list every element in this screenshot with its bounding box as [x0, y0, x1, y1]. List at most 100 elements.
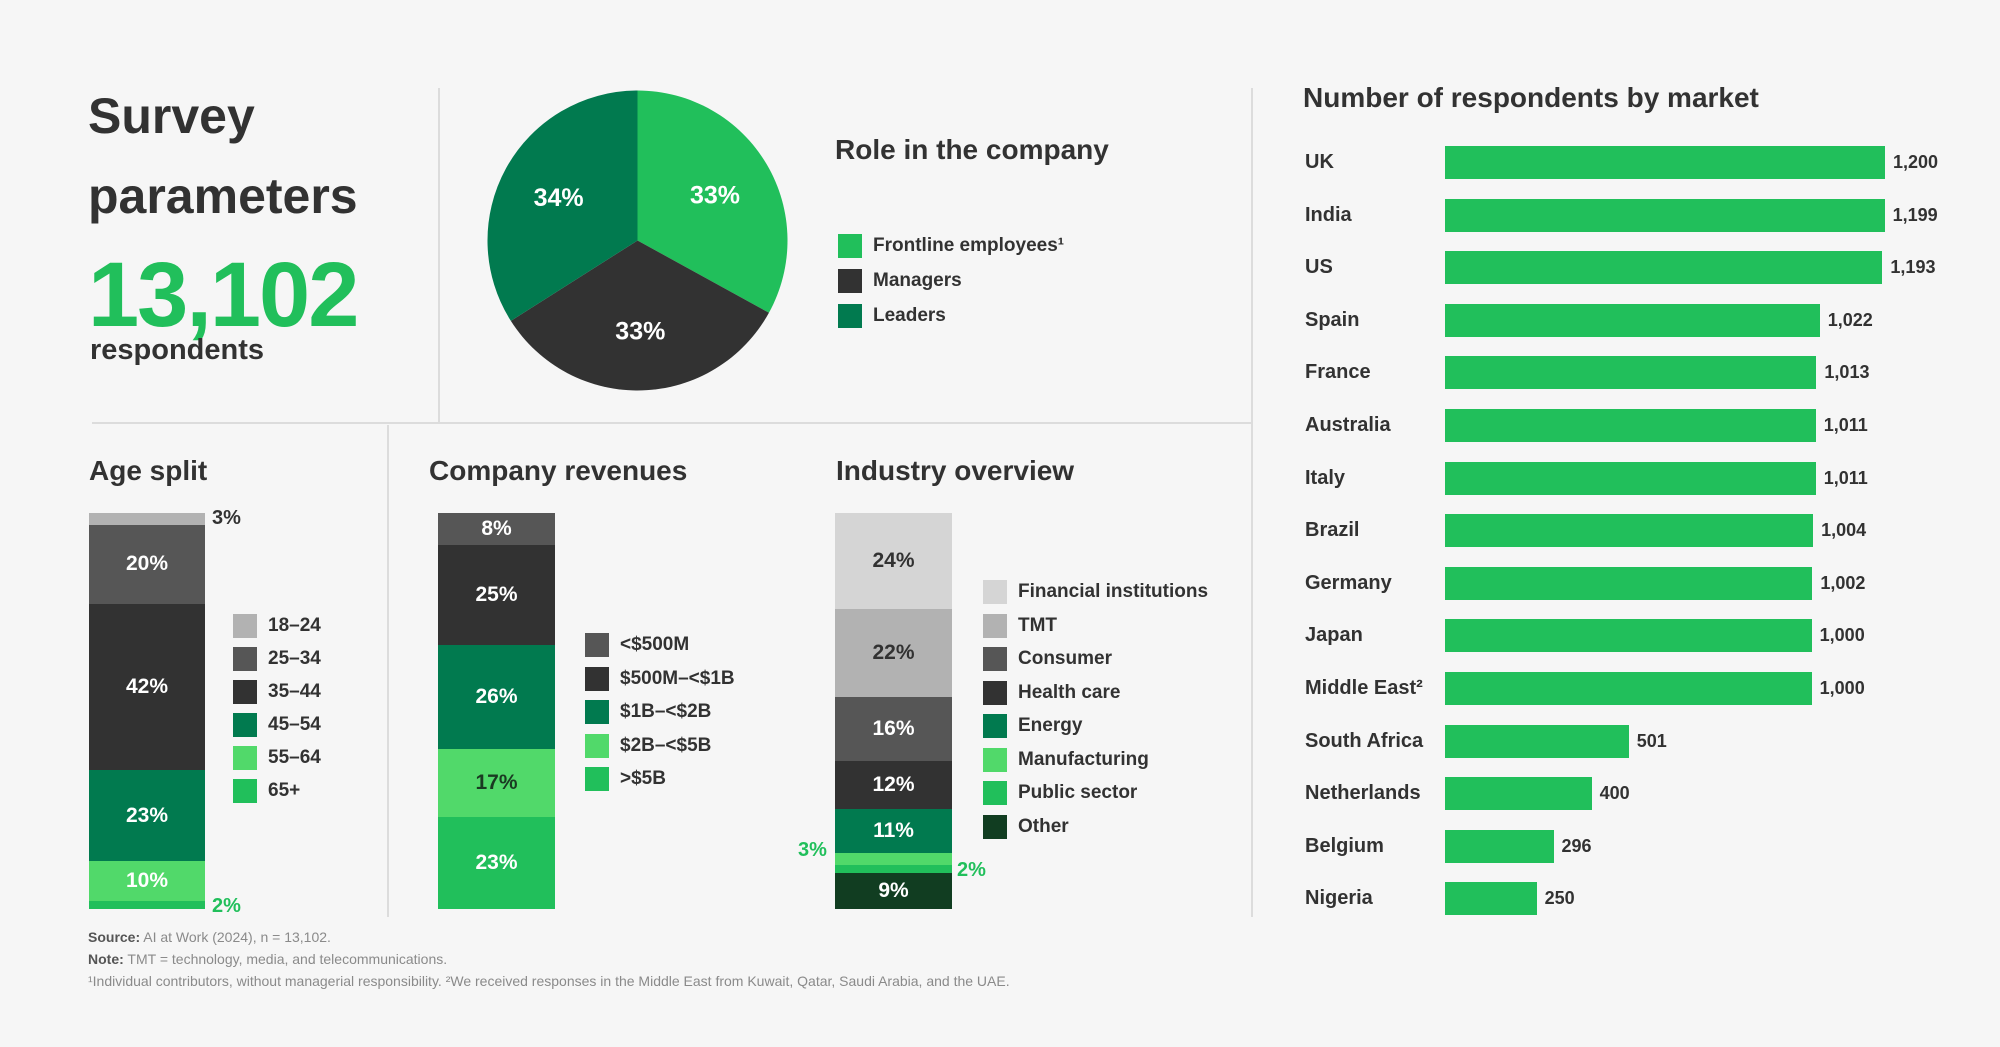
- market-name: Nigeria: [1305, 887, 1373, 910]
- bar-label-55-64: 10%: [125, 869, 169, 893]
- bar-segment-45-54: 23%: [89, 770, 205, 862]
- bar-segment-55-64: 10%: [89, 861, 205, 902]
- market-row-middle-east: Middle East² 1,000: [1305, 672, 1955, 705]
- legend-swatch: [585, 700, 609, 724]
- bar-segment-tmt: 22%: [835, 609, 952, 697]
- bar-label-manufacturing: 3%: [798, 839, 827, 861]
- bar-segment-2b-5b: 17%: [438, 749, 555, 817]
- legend-swatch: [585, 666, 609, 691]
- legend-label: Leaders: [873, 305, 946, 326]
- legend-swatch: [983, 781, 1007, 805]
- legend-label: 45–54: [268, 714, 321, 735]
- market-bar: [1445, 514, 1814, 548]
- bar-label-other: 9%: [878, 879, 909, 902]
- legend-item-500m: <$500M: [585, 633, 689, 657]
- bar-label-public-sector: 2%: [957, 859, 986, 881]
- legend-label: Other: [1018, 815, 1069, 837]
- market-value: 250: [1544, 888, 1575, 909]
- footnotes: Source: AI at Work (2024), n = 13,102. N…: [88, 926, 1010, 992]
- role-title: Role in the company: [835, 134, 1109, 165]
- legend-label: Public sector: [1018, 782, 1138, 803]
- footnote-line: ¹Individual contributors, without manage…: [88, 973, 1010, 989]
- legend-item-tmt: TMT: [983, 613, 1058, 638]
- market-name: Netherlands: [1305, 782, 1421, 805]
- market-value: 1,002: [1820, 572, 1866, 593]
- market-name: France: [1305, 361, 1371, 384]
- market-name: Italy: [1305, 466, 1346, 489]
- legend-label: 25–34: [268, 648, 321, 669]
- respondents-label: respondents: [90, 334, 265, 366]
- market-value: 296: [1561, 835, 1592, 856]
- market-bar: [1445, 672, 1812, 705]
- bar-label-health-care: 12%: [872, 773, 915, 796]
- market-bar: [1445, 882, 1537, 916]
- market-row-netherlands: Netherlands 400: [1305, 777, 1955, 811]
- market-row-germany: Germany 1,002: [1305, 566, 1955, 600]
- legend-swatch: [983, 613, 1007, 638]
- legend-item-5b: >$5B: [585, 767, 666, 791]
- legend-label: 65+: [268, 780, 301, 801]
- page-title: Survey parameters: [88, 88, 358, 224]
- bar-segment-other: 9%: [835, 873, 952, 909]
- legend-label: TMT: [1018, 614, 1058, 636]
- market-value: 1,004: [1821, 520, 1867, 541]
- legend-label: Manufacturing: [1018, 748, 1149, 770]
- legend-swatch: [233, 779, 257, 803]
- legend-swatch: [983, 647, 1007, 671]
- market-value: 1,193: [1890, 257, 1936, 278]
- market-name: UK: [1305, 151, 1334, 173]
- legend-item-manufacturing: Manufacturing: [983, 747, 1149, 772]
- legend-item-public-sector: Public sector: [983, 781, 1137, 805]
- market-bar: [1445, 777, 1592, 811]
- market-bar: [1445, 146, 1885, 179]
- bar-label-energy: 11%: [873, 819, 914, 842]
- legend-item-55-64: 55–64: [233, 746, 321, 770]
- market-value: 1,011: [1823, 467, 1868, 488]
- bar-label-2b-5b: 17%: [475, 771, 518, 794]
- bar-segment-35-44: 42%: [89, 604, 205, 771]
- legend-label: <$500M: [620, 634, 690, 655]
- market-row-belgium: Belgium 296: [1305, 829, 1955, 863]
- legend-item-35-44: 35–44: [233, 680, 321, 704]
- market-row-france: France 1,013: [1305, 356, 1955, 390]
- bar-segment-5b: 23%: [438, 817, 555, 909]
- bar-segment-manufacturing: [835, 853, 952, 865]
- legend-label: 55–64: [268, 747, 321, 768]
- market-value: 501: [1636, 730, 1667, 751]
- market-bar: [1445, 619, 1812, 653]
- market-row-australia: Australia 1,011: [1305, 409, 1955, 442]
- legend-label: $500M–<$1B: [620, 667, 735, 689]
- note-line: Note: TMT = technology, media, and telec…: [88, 951, 448, 967]
- divider-age-revenue: [387, 425, 389, 917]
- market-bar: [1445, 251, 1883, 285]
- market-value: 400: [1599, 783, 1630, 804]
- market-value: 1,199: [1892, 204, 1938, 225]
- market-bar: [1445, 566, 1813, 600]
- age-title: Age split: [89, 455, 208, 486]
- market-row-brazil: Brazil 1,004: [1305, 514, 1955, 548]
- legend-swatch: [838, 304, 862, 328]
- legend-item-500m-1b: $500M–<$1B: [585, 666, 735, 691]
- market-name: Spain: [1305, 308, 1360, 331]
- bar-segment-public-sector: [835, 865, 952, 873]
- bar-segment-500m: 8%: [438, 513, 555, 545]
- bar-label-45-54: 23%: [125, 803, 169, 827]
- industry-title: Industry overview: [836, 455, 1075, 486]
- legend-item-energy: Energy: [983, 714, 1082, 738]
- market-row-japan: Japan 1,000: [1305, 619, 1955, 653]
- legend-label: $2B–<$5B: [620, 734, 712, 756]
- market-name: Brazil: [1305, 519, 1360, 542]
- source-line: Source: AI at Work (2024), n = 13,102.: [88, 929, 331, 945]
- legend-swatch: [838, 234, 862, 258]
- market-name: South Africa: [1305, 729, 1424, 752]
- legend-swatch: [838, 269, 862, 293]
- respondents-number: 13,102: [88, 244, 359, 346]
- legend-item-65: 65+: [233, 779, 300, 803]
- legend-label: Managers: [873, 270, 962, 291]
- bar-label-500m: 8%: [481, 517, 512, 540]
- bar-segment-18-24: [89, 513, 205, 525]
- bar-segment-25-34: 20%: [89, 524, 205, 605]
- market-value: 1,013: [1824, 362, 1870, 383]
- market-row-south-africa: South Africa 501: [1305, 724, 1955, 758]
- market-row-spain: Spain 1,022: [1305, 303, 1955, 337]
